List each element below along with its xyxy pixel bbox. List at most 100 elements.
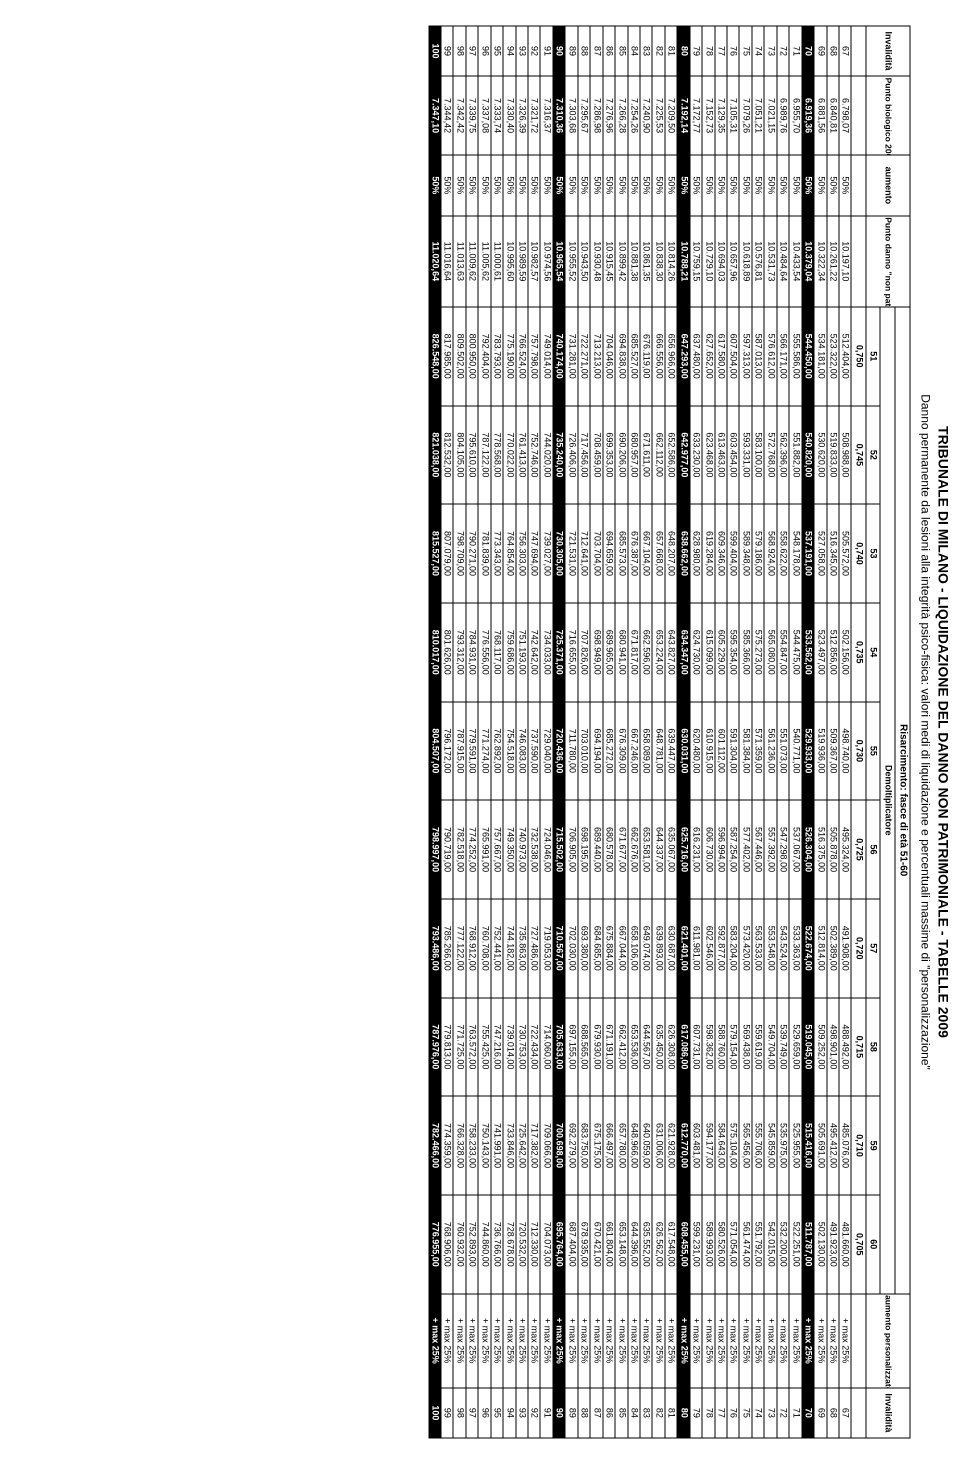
cell-age-51: 566.171,00 [776, 306, 788, 405]
cell-age-58: 598.362,00 [702, 997, 714, 1096]
hdr-age-58: 58 [865, 997, 879, 1096]
cell-age-52: 680.957,00 [627, 405, 639, 504]
cell-invalidita: 85 [615, 26, 627, 76]
cell-age-59: 766.328,00 [453, 1096, 465, 1195]
cell-age-59: 515.416,00 [801, 1096, 813, 1195]
cell-invalidita: 81 [664, 26, 676, 76]
cell-age-56: 680.578,00 [602, 800, 614, 899]
cell-punto-bio: 6.989,76 [776, 76, 788, 155]
cell-invalidita: 90 [552, 26, 564, 76]
cell-age-58: 588.760,00 [714, 997, 726, 1096]
cell-age-55: 601.112,00 [714, 701, 726, 800]
cell-age-53: 568.924,00 [764, 504, 776, 603]
cell-age-53: 619.284,00 [702, 504, 714, 603]
cell-age-51: 713.213,00 [590, 306, 602, 405]
cell-aumento: 50% [602, 155, 614, 216]
hdr-demolt-val-6: 0,720 [851, 898, 865, 997]
cell-age-53: 667.104,00 [639, 504, 651, 603]
cell-invalidita: 76 [727, 26, 739, 76]
cell-age-56: 790.719,00 [440, 800, 452, 899]
cell-age-52: 519.833,00 [826, 405, 838, 504]
cell-invalidita: 92 [528, 26, 540, 76]
cell-age-58: 653.536,00 [627, 997, 639, 1096]
cell-age-60: 678.935,00 [577, 1194, 589, 1293]
cell-invalidita-right: 100 [428, 1387, 440, 1437]
cell-aumento: 50% [801, 155, 813, 216]
cell-age-57: 592.877,00 [714, 898, 726, 997]
cell-age-58: 771.725,00 [453, 997, 465, 1096]
cell-age-54: 725.371,00 [552, 602, 564, 701]
table-row: 907.310,3650%10.965,54740.174,00735.240,… [552, 26, 564, 1438]
doc-subtitle: Danno permanente da lesioni alla integri… [918, 25, 932, 1438]
cell-age-58: 722.434,00 [528, 997, 540, 1096]
cell-punto-bio: 7.192,14 [677, 76, 689, 155]
hdr-blank [851, 1387, 865, 1437]
hdr-age-59: 59 [865, 1096, 879, 1195]
cell-aumento-pers: + max 25% [727, 1293, 739, 1387]
cell-age-55: 509.367,00 [826, 701, 838, 800]
cell-invalidita: 84 [627, 26, 639, 76]
cell-punto-np: 10.729,10 [702, 215, 714, 306]
cell-aumento-pers: + max 25% [615, 1293, 627, 1387]
cell-age-55: 648.781,00 [652, 701, 664, 800]
cell-age-52: 623.468,00 [702, 405, 714, 504]
cell-age-58: 714.060,00 [540, 997, 552, 1096]
cell-age-59: 594.177,00 [702, 1096, 714, 1195]
cell-age-55: 591.304,00 [727, 701, 739, 800]
cell-aumento: 50% [478, 155, 490, 216]
cell-aumento: 50% [428, 155, 440, 216]
cell-age-55: 779.591,00 [465, 701, 477, 800]
hdr-punto-bio: Punto biologico 2008 riv. al 2009 [865, 76, 909, 155]
cell-age-55: 519.936,00 [814, 701, 826, 800]
cell-aumento: 50% [465, 155, 477, 216]
cell-age-56: 577.402,00 [739, 800, 751, 899]
cell-age-59: 575.104,00 [727, 1096, 739, 1195]
table-row: 957.333,7450%11.000,61783.793,00778.568,… [490, 26, 502, 1438]
hdr-invalidita-right: Invalidità [865, 1387, 909, 1437]
cell-age-57: 512.814,00 [814, 898, 826, 997]
cell-age-54: 512.856,00 [826, 602, 838, 701]
cell-age-57: 727.486,00 [528, 898, 540, 997]
cell-punto-bio: 7.172,77 [689, 76, 701, 155]
table-row: 797.172,7750%10.759,15637.480,00633.230,… [689, 26, 701, 1438]
cell-age-53: 537.191,00 [801, 504, 813, 603]
cell-age-51: 826.548,00 [428, 306, 440, 405]
cell-age-59: 666.497,00 [602, 1096, 614, 1195]
cell-age-56: 567.446,00 [751, 800, 763, 899]
cell-aumento: 50% [727, 155, 739, 216]
cell-aumento-pers: + max 25% [552, 1293, 564, 1387]
table-row: 706.919,3650%10.379,04544.450,00540.820,… [801, 26, 813, 1438]
cell-aumento: 50% [838, 155, 850, 216]
cell-age-59: 725.642,00 [515, 1096, 527, 1195]
cell-aumento: 50% [714, 155, 726, 216]
cell-punto-np: 11.005,62 [478, 215, 490, 306]
cell-punto-bio: 7.303,68 [565, 76, 577, 155]
hdr-aumento-pers: aumento personalizzato [865, 1293, 909, 1387]
cell-punto-np: 11.000,61 [490, 215, 502, 306]
table-row: 716.955,7050%10.433,54555.586,00551.882,… [789, 26, 801, 1438]
cell-punto-bio: 7.344,42 [440, 76, 452, 155]
cell-age-55: 703.010,00 [577, 701, 589, 800]
cell-punto-bio: 6.840,81 [826, 76, 838, 155]
cell-age-60: 776.955,00 [428, 1194, 440, 1293]
table-row: 1007.347,1050%11.020,64826.548,00821.038… [428, 26, 440, 1438]
cell-age-54: 793.312,00 [453, 602, 465, 701]
cell-invalidita-right: 97 [465, 1387, 477, 1437]
hdr-punto-np: Punto danno "non patrimoniale" [865, 215, 909, 306]
cell-age-56: 774.252,00 [465, 800, 477, 899]
table-row: 696.881,5650%10.322,34534.181,00530.620,… [814, 26, 826, 1438]
cell-age-57: 793.486,00 [428, 898, 440, 997]
cell-age-53: 807.079,00 [440, 504, 452, 603]
cell-age-55: 658.089,00 [639, 701, 651, 800]
hdr-age-55: 55 [865, 701, 879, 800]
cell-age-58: 697.155,00 [565, 997, 577, 1096]
cell-age-60: 532.200,00 [776, 1194, 788, 1293]
cell-age-52: 717.456,00 [577, 405, 589, 504]
table-row: 737.021,1550%10.531,73576.612,00572.768,… [764, 26, 776, 1438]
cell-age-57: 760.708,00 [478, 898, 490, 997]
cell-punto-bio: 7.051,21 [751, 76, 763, 155]
cell-age-57: 667.044,00 [615, 898, 627, 997]
cell-invalidita-right: 96 [478, 1387, 490, 1437]
cell-age-57: 630.687,00 [664, 898, 676, 997]
cell-age-51: 617.580,00 [714, 306, 726, 405]
